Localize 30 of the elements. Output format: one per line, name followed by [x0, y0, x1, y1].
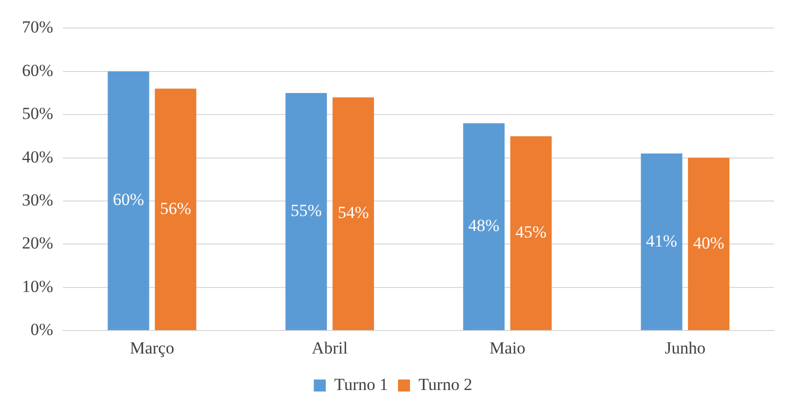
data-label: 45% — [515, 222, 547, 242]
bar — [640, 153, 682, 330]
y-tick-label: 0% — [30, 320, 54, 340]
x-tick-label: Abril — [312, 338, 348, 358]
y-tick-label: 40% — [22, 147, 54, 166]
data-label: 60% — [112, 190, 144, 210]
bar — [463, 123, 505, 330]
bar — [688, 158, 730, 330]
data-label: 40% — [693, 233, 724, 252]
legend-label: Turno 2 — [418, 374, 472, 394]
x-tick-label: Maio — [489, 338, 526, 358]
bar — [510, 136, 552, 330]
legend-label: Turno 1 — [334, 374, 388, 394]
bar — [108, 71, 150, 330]
data-label: 56% — [160, 198, 192, 218]
y-tick-label: 70% — [22, 18, 54, 37]
x-tick-label: Junho — [664, 338, 706, 358]
y-tick-label: 50% — [22, 104, 54, 124]
y-tick-label: 20% — [22, 234, 54, 253]
y-tick-label: 10% — [22, 276, 54, 296]
x-tick-label: Março — [130, 338, 174, 358]
data-label: 41% — [646, 231, 678, 250]
data-label: 55% — [290, 201, 322, 220]
y-tick-label: 30% — [22, 190, 54, 210]
bar — [332, 97, 374, 330]
bar — [154, 88, 196, 330]
data-label: 48% — [468, 216, 500, 236]
bar — [285, 93, 327, 330]
data-label: 54% — [338, 203, 369, 222]
y-tick-label: 60% — [22, 60, 54, 80]
